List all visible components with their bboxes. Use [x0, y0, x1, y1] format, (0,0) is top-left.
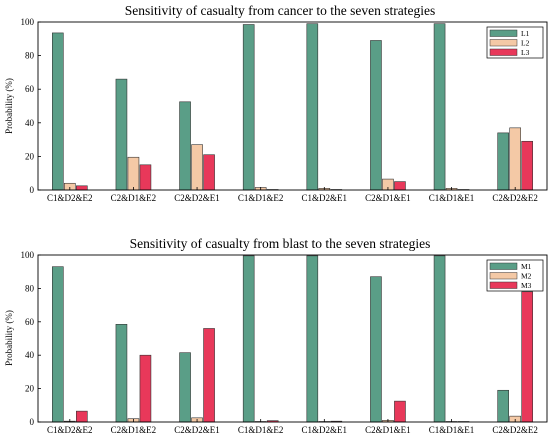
- y-tick-label: 80: [25, 283, 35, 293]
- y-tick-label: 80: [25, 51, 35, 61]
- x-tick-label: C2&D1&E2: [111, 425, 157, 435]
- plot-frame: [37, 21, 548, 191]
- y-axis-label: Probability (%): [4, 78, 14, 134]
- legend-swatch: [489, 281, 518, 289]
- bar-m1: [115, 324, 128, 423]
- x-tick-label: C1&D1&E2: [238, 425, 284, 435]
- x-tick-label: C1&D1&E1: [429, 425, 475, 435]
- x-tick-label: C2&D2&E2: [492, 193, 538, 203]
- x-tick-label: C2&D2&E1: [174, 425, 220, 435]
- y-tick-label: 60: [25, 317, 35, 327]
- bar-l2: [509, 127, 521, 191]
- bar-l3: [203, 154, 215, 191]
- y-tick-label: 100: [21, 17, 35, 27]
- y-axis-label: Probability (%): [4, 310, 14, 366]
- bar-m3: [521, 291, 533, 423]
- bar-m1: [52, 266, 64, 423]
- bar-m3: [76, 410, 88, 423]
- legend-swatch: [489, 262, 518, 270]
- bar-l1: [115, 78, 128, 191]
- chart-blast: Sensitivity of casualty from blast to th…: [4, 236, 548, 435]
- legend-swatch: [489, 272, 518, 280]
- y-tick-label: 0: [30, 417, 35, 427]
- bar-m3: [203, 328, 215, 423]
- x-tick-label: C2&D2&E1: [174, 193, 220, 203]
- bar-l3: [139, 164, 152, 191]
- bar-l1: [242, 24, 255, 191]
- y-tick-label: 40: [25, 118, 35, 128]
- bar-l1: [433, 23, 446, 191]
- bar-l3: [521, 140, 533, 191]
- legend-swatch: [489, 39, 518, 47]
- x-tick-label: C1&D2&E1: [302, 193, 348, 203]
- y-tick-label: 0: [30, 185, 35, 195]
- x-tick-label: C1&D2&E2: [47, 425, 93, 435]
- bar-l1: [179, 101, 191, 191]
- legend-label: M3: [521, 281, 532, 290]
- legend-label: M2: [521, 272, 532, 281]
- bar-l1: [497, 132, 509, 191]
- y-tick-label: 20: [25, 384, 35, 394]
- chart-cancer: Sensitivity of casualty from cancer to t…: [4, 3, 548, 203]
- x-tick-label: C2&D1&E2: [111, 193, 157, 203]
- chart-title: Sensitivity of casualty from blast to th…: [130, 236, 431, 251]
- x-tick-label: C1&D1&E2: [238, 193, 284, 203]
- y-tick-label: 100: [21, 250, 35, 260]
- bar-l1: [370, 40, 382, 191]
- bar-l1: [52, 32, 64, 191]
- bar-l3: [394, 181, 406, 191]
- x-tick-label: C1&D2&E2: [47, 193, 93, 203]
- x-tick-label: C1&D1&E1: [429, 193, 475, 203]
- legend-label: M1: [521, 262, 532, 271]
- bar-m1: [242, 255, 255, 423]
- y-tick-label: 60: [25, 84, 35, 94]
- legend-swatch: [489, 48, 518, 56]
- x-tick-label: C2&D2&E2: [492, 425, 538, 435]
- bar-l2: [191, 144, 203, 191]
- bar-m1: [306, 255, 319, 423]
- y-tick-label: 40: [25, 350, 35, 360]
- legend-swatch: [489, 29, 518, 37]
- bar-l3: [76, 185, 88, 191]
- plot-frame: [37, 254, 548, 423]
- bar-m1: [179, 352, 191, 423]
- legend-label: L3: [521, 48, 530, 57]
- bar-m1: [433, 255, 446, 423]
- x-tick-label: C2&D1&E1: [365, 425, 411, 435]
- chart-title: Sensitivity of casualty from cancer to t…: [125, 3, 435, 18]
- bar-m1: [497, 389, 509, 423]
- bar-m3: [394, 400, 406, 423]
- bar-l1: [306, 23, 319, 191]
- bar-m1: [370, 276, 382, 423]
- legend-label: L2: [521, 39, 530, 48]
- legend-label: L1: [521, 29, 530, 38]
- x-tick-label: C2&D1&E1: [365, 193, 411, 203]
- bar-m3: [139, 354, 152, 423]
- y-tick-label: 20: [25, 151, 35, 161]
- x-tick-label: C1&D2&E1: [302, 425, 348, 435]
- bar-l2: [127, 156, 140, 191]
